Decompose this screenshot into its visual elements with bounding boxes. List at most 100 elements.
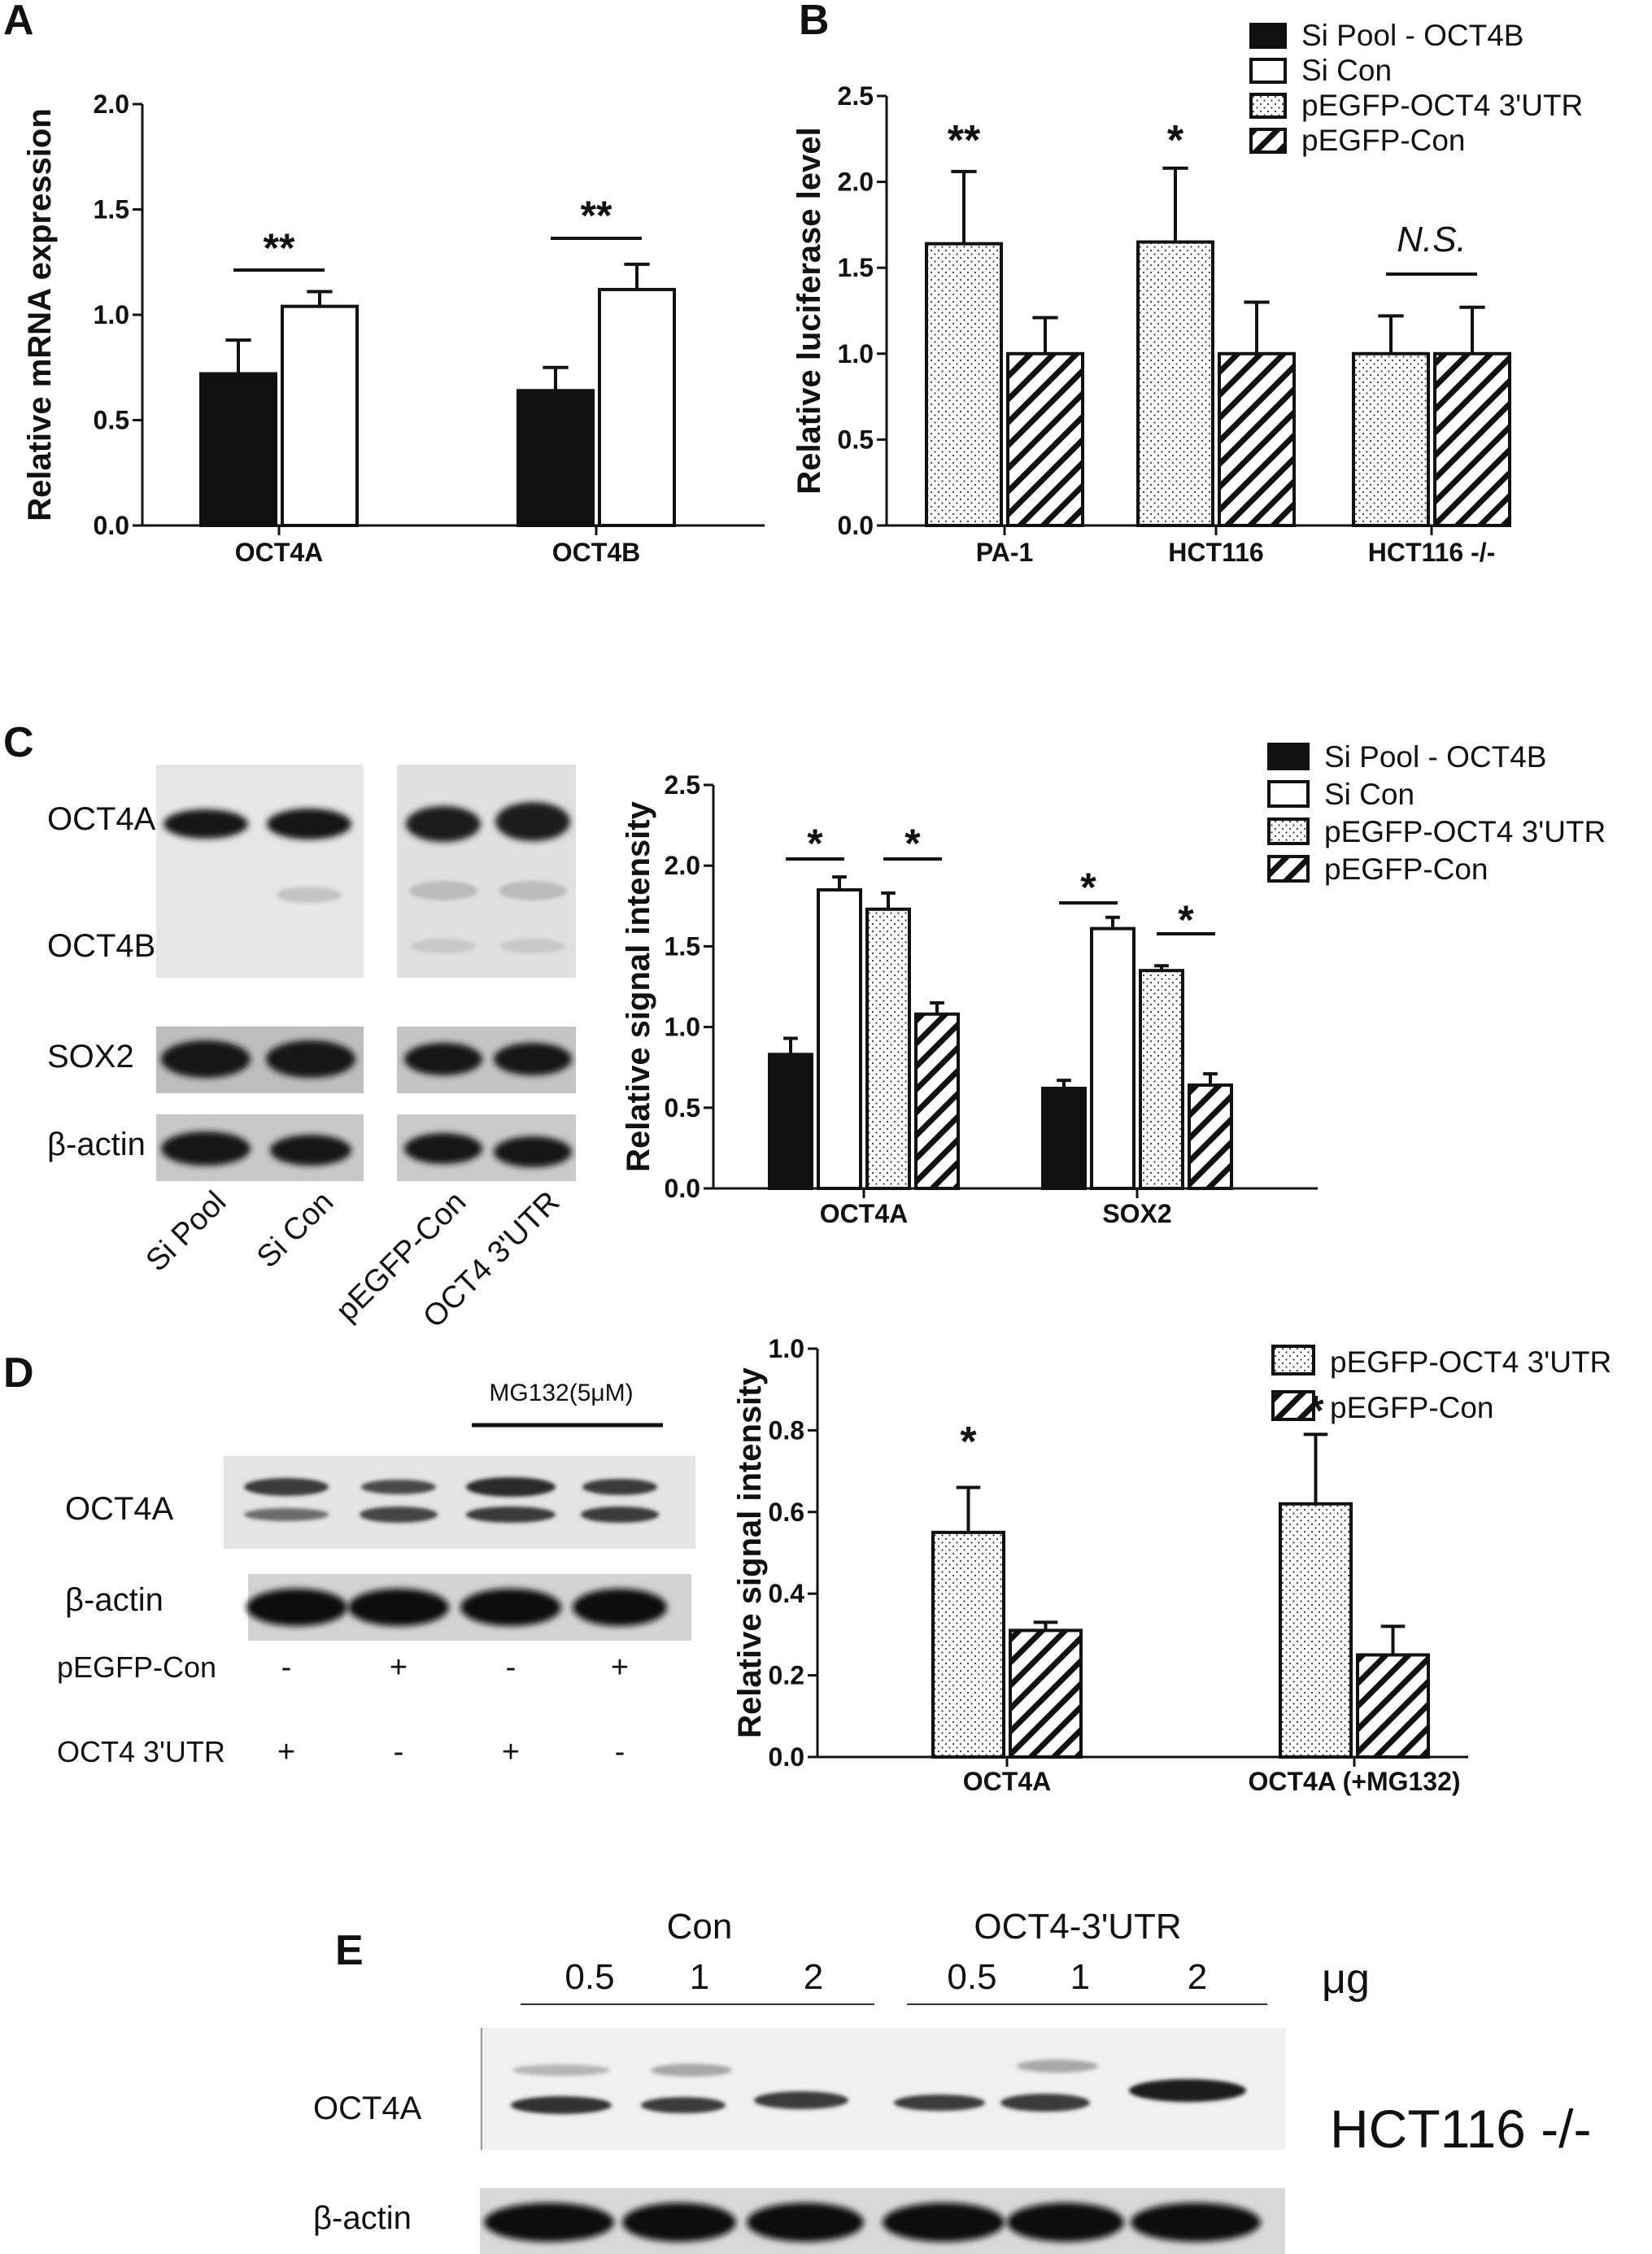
blot-e-dose: 0.5 [947,1957,996,1997]
blot-c-membrane-top-left [156,765,364,978]
legend-swatch [1267,855,1310,883]
bar [1356,1653,1430,1759]
blot-e-band [641,2097,726,2113]
legend-swatch [1249,93,1287,119]
western-blot-d: MG132(5μM) OCT4A β-actin pEGFP-Con - + -… [57,1380,695,1769]
y-axis-label: Relative signal intensity [621,800,656,1171]
legend-swatch [1271,1345,1315,1376]
blot-c-row-label-oct4a: OCT4A [47,801,156,837]
blot-e-band [894,2095,985,2111]
blot-c-band [495,802,570,841]
blot-e-dose: 1 [1070,1957,1090,1997]
bar [517,389,595,527]
blot-e-band-faint [512,2064,610,2076]
y-tick-label: 1.0 [838,339,874,368]
blot-e-band [1007,2203,1124,2242]
blot-d-row-label-actin: β-actin [65,1582,163,1618]
blot-c-band [163,809,248,839]
y-tick-label: 0.0 [665,1174,700,1203]
y-tick-label: 0.8 [769,1415,804,1445]
y-axis-label: Relative signal intensity [732,1367,768,1737]
y-tick-label: 2.0 [665,851,700,880]
blot-e-dose: 2 [804,1957,823,1997]
blot-d-band [460,1589,561,1626]
blot-d-band [466,1506,556,1523]
blot-e-row-label-oct4a: OCT4A [313,2091,422,2126]
blot-e-band [1129,2079,1246,2102]
x-tick-label: OCT4B [552,538,640,567]
blot-c-band-faint [411,939,476,953]
legend-swatch [1249,128,1287,154]
blot-e-band [883,2203,1005,2242]
blot-d-band [244,1508,329,1521]
legend-swatch [1267,743,1310,770]
significance-label: ** [264,225,295,271]
legend-swatch [1267,817,1310,845]
blot-d-band [573,1589,667,1626]
blot-d-condition-value: + [277,1735,295,1769]
blot-c-band [406,806,481,842]
bar [865,907,911,1190]
legend-label: pEGFP-OCT4 3'UTR [1301,89,1583,122]
bar [768,1053,813,1190]
y-tick-label: 1.5 [665,931,700,961]
blot-c-band-faint [500,939,565,953]
legend-label: pEGFP-OCT4 3'UTR [1324,815,1606,848]
legend-label: pEGFP-OCT4 3'UTR [1330,1345,1611,1379]
blot-e-band-faint [1017,2060,1098,2073]
blot-e-dose: 2 [1188,1957,1207,1997]
blot-e-unit: μg [1322,1955,1370,2003]
significance-label: * [904,821,921,866]
x-tick-label: SOX2 [1102,1199,1171,1228]
x-tick-label: OCT4A (+MG132) [1248,1767,1460,1796]
y-tick-label: 1.0 [665,1013,700,1042]
bar [1009,1628,1083,1759]
y-tick-label: 2.0 [94,89,129,119]
blot-e-band [484,2203,614,2242]
bar [1139,969,1184,1191]
y-tick-label: 0.6 [769,1498,804,1527]
significance-label: * [1080,865,1096,910]
y-tick-label: 1.0 [769,1334,804,1363]
blot-d-band [582,1479,657,1495]
x-tick-label: PA-1 [976,538,1034,567]
blot-d-band [581,1506,659,1523]
significance-label: ** [948,117,981,164]
y-tick-label: 0.4 [769,1579,805,1608]
western-blot-e: Con OCT4-3'UTR 0.5 1 2 0.5 1 2 μg OCT4A … [313,1907,1592,2254]
bar [281,304,359,527]
blot-e-cell-line: HCT116 -/- [1330,2099,1592,2159]
y-tick-label: 1.0 [94,300,129,329]
blot-e-band-faint [651,2064,732,2077]
y-tick-label: 0.0 [838,511,874,540]
y-tick-label: 0.0 [94,511,129,540]
panel-letter-a: A [3,0,34,44]
blot-d-condition-value: - [281,1650,292,1685]
blot-d-condition-value: + [502,1735,520,1769]
bar [1090,926,1135,1191]
blot-d-condition-value: - [394,1735,404,1769]
panel-letters: A B C D E [3,0,830,1974]
blot-d-treatment-label: MG132(5μM) [489,1380,633,1406]
bar [925,242,1003,527]
y-tick-label: 0.2 [769,1661,804,1690]
blot-c-band-faint [277,887,342,903]
blot-c-row-label-sox2: SOX2 [47,1039,134,1075]
blot-c-band [267,809,351,839]
x-tick-label: OCT4A [235,538,323,567]
blot-e-band [622,2203,736,2242]
chart-panel-c: 0.0 0.5 1.0 1.5 2.0 2.5 Relative signal intens… [621,740,1606,1228]
y-tick-label: 0.5 [665,1093,700,1123]
significance-label: * [960,1419,977,1466]
blot-d-band [244,1478,329,1496]
significance-label: * [1178,897,1194,943]
bar [1279,1502,1353,1759]
x-tick-label: OCT4A [820,1199,908,1228]
y-tick-label: 1.5 [94,195,129,225]
y-axis-label: Relative luciferase level [791,127,827,494]
blot-d-condition-value: - [615,1735,625,1769]
x-tick-label: OCT4A [963,1767,1051,1796]
blot-d-band [466,1477,556,1497]
